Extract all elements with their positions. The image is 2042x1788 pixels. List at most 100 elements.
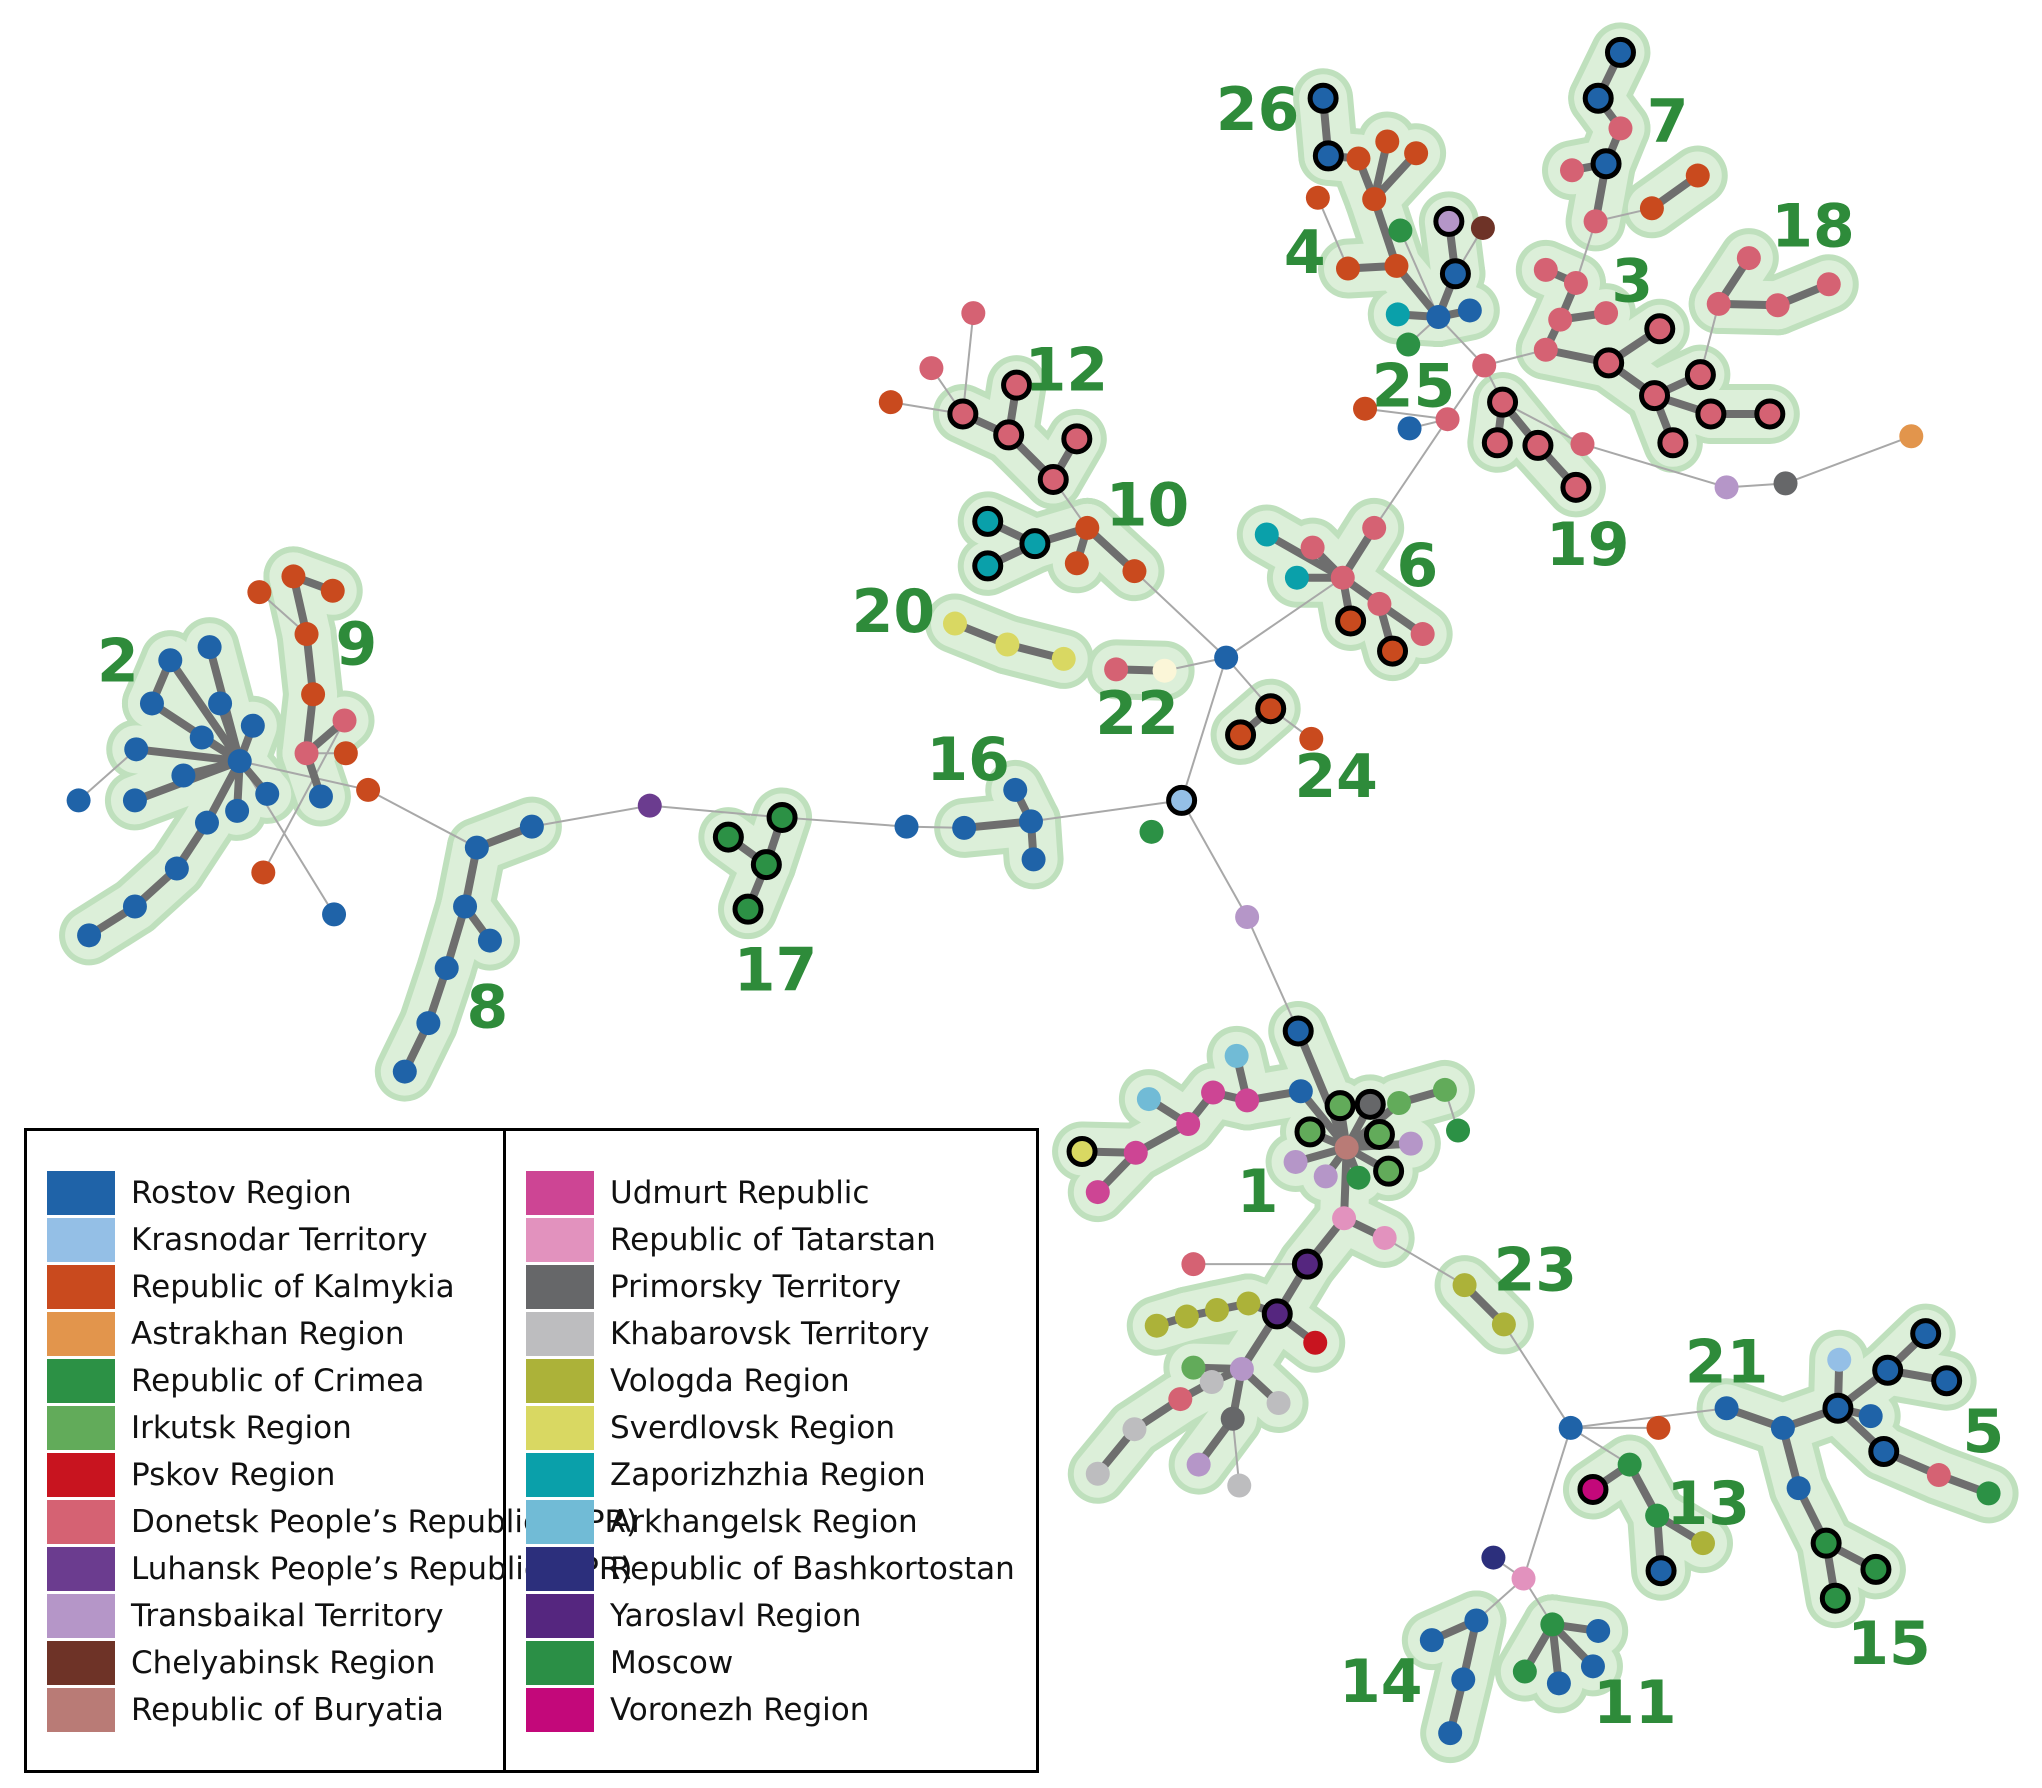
- legend-item: Moscow: [526, 1641, 733, 1685]
- cluster-label: 19: [1546, 510, 1630, 580]
- node: [225, 798, 250, 823]
- node: [332, 708, 357, 733]
- cluster-label: 5: [1962, 1397, 2004, 1467]
- node: [1397, 416, 1422, 441]
- node: [434, 956, 459, 981]
- node: [66, 788, 91, 813]
- legend-swatch: [47, 1453, 115, 1497]
- cluster-label: 17: [734, 936, 818, 1006]
- cluster-label: 22: [1095, 679, 1179, 749]
- cluster-label: 7: [1647, 87, 1689, 157]
- cluster-label: 3: [1611, 247, 1653, 317]
- thin-edge: [367, 789, 478, 849]
- node: [1254, 522, 1279, 547]
- legend-label: Chelyabinsk Region: [131, 1645, 436, 1681]
- node: [1166, 784, 1198, 816]
- node: [139, 691, 164, 716]
- node: [1512, 1659, 1537, 1684]
- node: [1899, 424, 1924, 449]
- legend-item: Republic of Tatarstan: [526, 1218, 936, 1262]
- legend-label: Rostov Region: [131, 1175, 352, 1211]
- legend-column-right: Udmurt Republic Republic of Tatarstan Prim…: [506, 1131, 1036, 1770]
- legend-swatch: [47, 1406, 115, 1450]
- node: [1868, 1435, 1900, 1467]
- node: [251, 860, 276, 885]
- node: [1303, 1330, 1328, 1355]
- node: [77, 923, 102, 948]
- cluster-label: 6: [1397, 531, 1439, 601]
- node: [1404, 141, 1429, 166]
- node: [1075, 515, 1100, 540]
- legend-label: Republic of Crimea: [131, 1363, 425, 1399]
- cluster-label: 23: [1494, 1236, 1578, 1306]
- node: [1051, 646, 1076, 671]
- thin-edge: [1246, 916, 1300, 1032]
- node: [322, 902, 347, 927]
- node: [1037, 463, 1069, 495]
- legend-swatch: [47, 1265, 115, 1309]
- node: [1387, 1091, 1412, 1116]
- node: [1354, 1088, 1386, 1120]
- node: [158, 648, 183, 673]
- node: [1085, 1461, 1110, 1486]
- node: [961, 301, 986, 326]
- node: [894, 814, 919, 839]
- node: [1481, 1545, 1506, 1570]
- node: [1435, 407, 1460, 432]
- node: [1608, 116, 1633, 141]
- legend-swatch: [526, 1641, 594, 1685]
- cluster-label: 12: [1025, 336, 1109, 406]
- node: [1714, 475, 1739, 500]
- node: [1583, 209, 1608, 234]
- node: [1570, 432, 1595, 457]
- legend-item: Vologda Region: [526, 1359, 850, 1403]
- node: [1385, 302, 1410, 327]
- node: [1181, 1355, 1206, 1380]
- legend-swatch: [47, 1688, 115, 1732]
- node: [208, 691, 233, 716]
- node: [1786, 1476, 1811, 1501]
- node: [1372, 1225, 1397, 1250]
- node: [1451, 1667, 1476, 1692]
- node: [1174, 1304, 1199, 1329]
- node: [1819, 1582, 1851, 1614]
- node: [1019, 528, 1051, 560]
- node: [1307, 82, 1339, 114]
- node: [1736, 246, 1761, 271]
- node: [1639, 196, 1664, 221]
- thin-edge: [1373, 418, 1449, 529]
- node: [1346, 1165, 1371, 1190]
- node: [1176, 1111, 1201, 1136]
- node: [1330, 565, 1355, 590]
- thin-edge: [1180, 657, 1228, 801]
- node: [1684, 359, 1716, 391]
- cluster-edge: [166, 656, 244, 766]
- legend-swatch: [526, 1171, 594, 1215]
- node: [197, 635, 222, 660]
- node: [942, 611, 967, 636]
- node: [1018, 809, 1043, 834]
- node: [1522, 429, 1554, 461]
- cluster-label: 15: [1847, 1609, 1931, 1679]
- cluster-label: 9: [335, 610, 377, 680]
- node: [416, 1011, 441, 1036]
- cluster-label: 10: [1106, 471, 1190, 541]
- cluster-label: 18: [1771, 192, 1855, 262]
- node: [1324, 1090, 1356, 1122]
- node: [124, 737, 149, 762]
- node: [1604, 36, 1636, 68]
- node: [1363, 1118, 1395, 1150]
- node: [189, 725, 214, 750]
- node: [1644, 313, 1676, 345]
- legend-swatch: [526, 1265, 594, 1309]
- legend-label: Sverdlovsk Region: [610, 1410, 895, 1446]
- node: [281, 564, 306, 589]
- node: [1367, 591, 1392, 616]
- nodes: [66, 36, 2001, 1746]
- node: [1765, 293, 1790, 318]
- legend-label: Krasnodar Territory: [131, 1222, 428, 1258]
- legend-swatch: [526, 1500, 594, 1544]
- node: [952, 815, 977, 840]
- node: [1540, 1612, 1565, 1637]
- legend: Rostov Region Krasnodar Territory Republic…: [24, 1128, 1039, 1773]
